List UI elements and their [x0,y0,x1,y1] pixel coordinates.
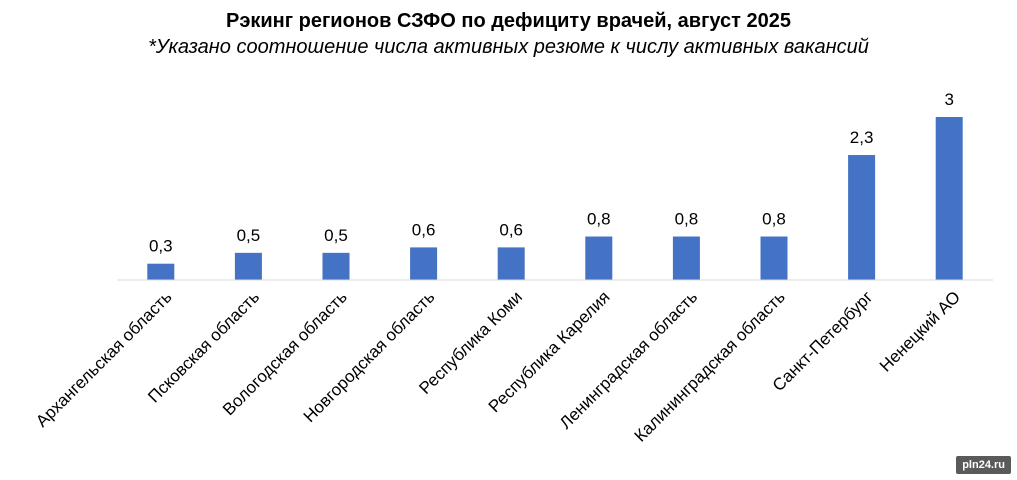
data-label-4: 0,6 [499,220,523,239]
data-label-8: 2,3 [850,128,874,147]
data-label-0: 0,3 [149,237,173,256]
bar-5 [585,236,613,280]
data-labels-group: 0,3 0,5 0,5 0,6 0,6 0,8 0,8 0,8 2,3 3 [149,90,954,256]
data-label-3: 0,6 [412,220,436,239]
data-label-6: 0,8 [675,210,699,229]
watermark: pln24.ru [956,456,1011,474]
data-label-9: 3 [944,90,953,109]
bar-7 [760,236,788,280]
bars-group [147,117,963,280]
category-label-7: Калининградская область [631,287,789,445]
category-label-0: Архангельская область [32,287,176,431]
chart-title: Рэкинг регионов СЗФО по дефициту врачей,… [225,10,792,32]
bar-2 [322,252,350,280]
bar-3 [410,247,438,280]
data-label-7: 0,8 [762,210,786,229]
bar-0 [147,263,175,280]
bar-4 [497,247,525,280]
chart-subtitle: *Указано соотношение числа активных резю… [148,36,869,58]
data-label-2: 0,5 [324,226,348,245]
data-label-5: 0,8 [587,210,611,229]
bar-6 [672,236,700,280]
category-label-9: Ненецкий АО [876,287,964,375]
bar-9 [935,117,963,280]
data-label-1: 0,5 [237,226,261,245]
bar-8 [848,155,876,280]
bar-1 [234,252,262,280]
